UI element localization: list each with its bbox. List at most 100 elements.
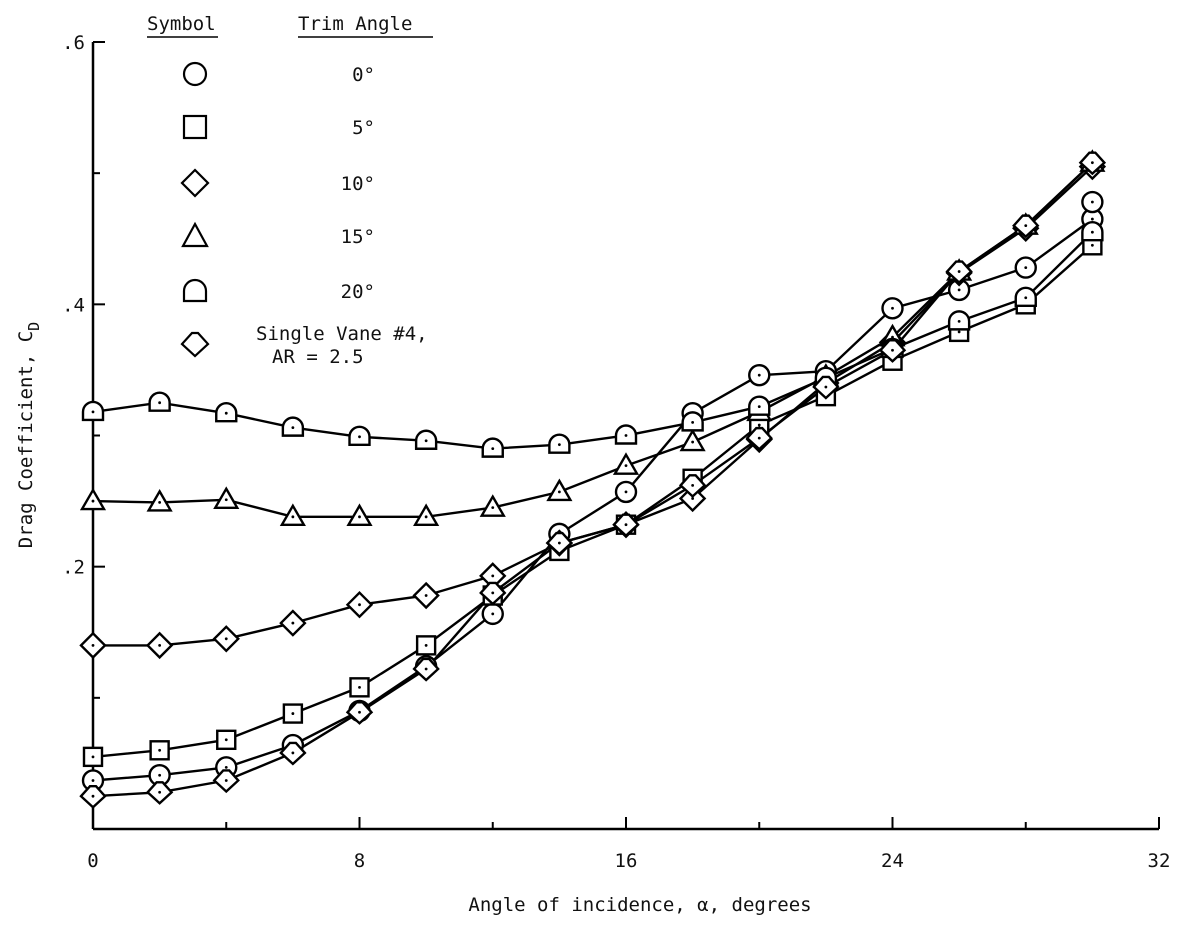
data-point: [612, 513, 640, 538]
legend-label: Single Vane #4,: [256, 323, 428, 345]
legend-label: 5°: [352, 117, 375, 139]
data-point: [79, 785, 107, 809]
legend-entry: 20°: [182, 278, 375, 303]
data-point: [881, 297, 904, 320]
data-point: [748, 395, 771, 416]
data-point: [414, 429, 438, 450]
data-point: [216, 729, 237, 751]
data-point: [212, 625, 240, 653]
series-line: [92, 161, 1094, 798]
data-point: [79, 631, 107, 660]
data-point: [945, 260, 973, 285]
data-point: [146, 488, 173, 512]
data-point: [1081, 190, 1104, 214]
data-point: [279, 741, 307, 766]
data-point: [412, 657, 440, 682]
data-point: [678, 474, 707, 498]
series-6-markers: [79, 151, 1107, 809]
series-4: [92, 161, 1094, 518]
data-point: [748, 363, 771, 387]
data-point: [947, 310, 971, 331]
x-axis-title: Angle of incidence, α, degrees: [468, 894, 811, 916]
data-point: [479, 581, 507, 606]
data-point: [82, 746, 104, 768]
data-point: [1078, 151, 1107, 176]
series-line: [93, 165, 1094, 647]
data-point: [614, 424, 638, 445]
series-layer: [79, 149, 1107, 809]
data-point: [546, 478, 573, 502]
legend-square-icon: [182, 114, 208, 140]
x-tick-label: 24: [881, 850, 904, 872]
y-tick-label: .2: [62, 557, 85, 579]
data-point: [345, 591, 374, 619]
y-axis-title-group: Drag Coefficient, CD: [15, 322, 43, 548]
x-tick-label: 8: [354, 850, 365, 872]
data-point: [548, 433, 571, 454]
series-line: [92, 231, 1094, 450]
data-point: [1081, 221, 1104, 242]
series-2-markers: [82, 235, 1103, 768]
data-point: [878, 339, 907, 363]
y-axis-title-subscript: D: [25, 322, 43, 331]
data-point: [212, 769, 240, 794]
data-point: [145, 631, 174, 660]
x-tick-label: 0: [87, 850, 98, 872]
data-point: [481, 602, 504, 626]
series-line: [92, 244, 1094, 759]
data-point: [345, 701, 374, 725]
data-point: [79, 487, 107, 511]
legend-flat-circle-icon: [182, 278, 208, 303]
y-ticks: .2 .4 .6: [62, 32, 105, 699]
data-point: [745, 426, 773, 451]
legend-entry: 0°: [182, 61, 375, 87]
data-point: [346, 503, 373, 527]
data-point: [612, 452, 640, 475]
y-tick-label: .4: [62, 294, 85, 316]
data-point: [348, 425, 371, 447]
data-point: [81, 400, 105, 422]
data-point: [281, 416, 305, 437]
data-point: [279, 503, 306, 527]
legend-entry: 15°: [181, 221, 375, 248]
legend-entry: Single Vane #4,AR = 2.5: [180, 323, 428, 368]
data-point: [614, 480, 638, 504]
legend: Symbol Trim Angle 0° 5° 10° 15° 20° Single Vane…: [147, 13, 433, 368]
legend-symbol-header: Symbol: [147, 13, 216, 35]
legend-value-header: Trim Angle: [298, 13, 412, 35]
data-point: [681, 411, 704, 432]
legend-diamond-icon: [180, 168, 210, 198]
data-point: [149, 740, 170, 761]
x-tick-label: 16: [615, 850, 638, 872]
data-point: [1014, 256, 1037, 279]
legend-flat-diamond-icon: [180, 331, 210, 358]
legend-triangle-icon: [181, 221, 209, 248]
data-point: [145, 781, 174, 805]
legend-label: 20°: [341, 281, 375, 303]
series-2: [92, 244, 1094, 759]
data-point: [679, 428, 706, 452]
data-point: [279, 609, 307, 637]
y-axis-title-main: Drag Coefficient, C: [15, 331, 37, 548]
data-point: [812, 375, 840, 400]
legend-label: 0°: [352, 64, 375, 86]
series-3: [93, 165, 1094, 647]
data-point: [282, 703, 304, 724]
data-point: [213, 486, 240, 509]
data-point: [148, 391, 171, 412]
legend-label: 15°: [341, 226, 375, 248]
data-point: [481, 437, 504, 458]
series-line: [92, 161, 1094, 518]
data-point: [479, 494, 506, 517]
data-point: [1014, 286, 1037, 307]
data-point: [545, 531, 574, 556]
data-point: [215, 402, 238, 423]
series-6: [92, 161, 1094, 798]
y-axis-title: Drag Coefficient, CD: [15, 322, 43, 548]
data-point: [349, 677, 370, 698]
y-tick-label: .6: [62, 32, 85, 54]
legend-entry: 10°: [180, 168, 375, 198]
legend-entry: 5°: [182, 114, 375, 140]
series-5: [92, 231, 1094, 450]
